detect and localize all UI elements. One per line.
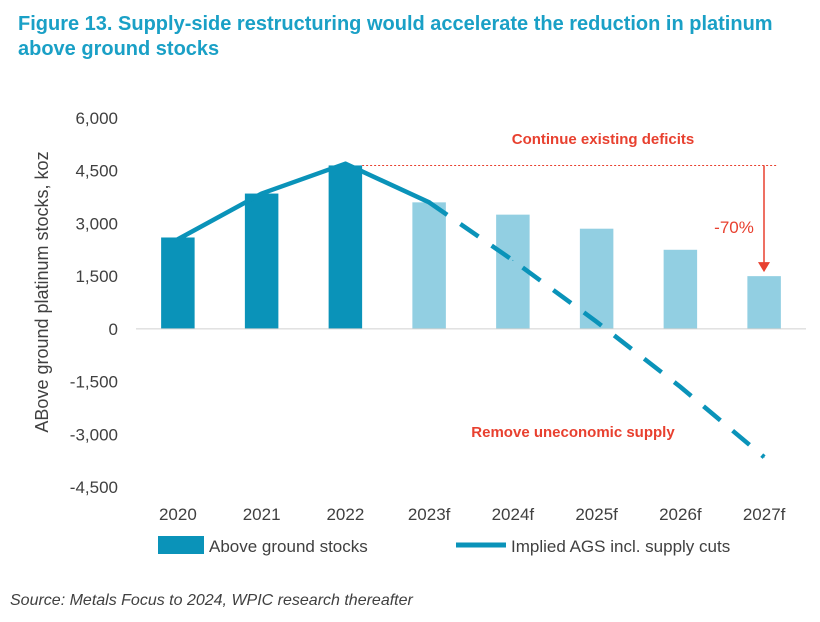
bar-2021: [244, 193, 279, 329]
y-tick-label: 4,500: [75, 162, 118, 181]
y-tick-label: 1,500: [75, 267, 118, 286]
y-tick-label: 0: [109, 320, 118, 339]
bar-2023f: [412, 202, 446, 329]
line-point-2022: [344, 163, 346, 165]
y-tick-label: -3,000: [70, 425, 118, 444]
line-point-2027f: [763, 456, 765, 458]
x-tick-label: 2022: [326, 505, 364, 524]
line-point-2020: [177, 238, 179, 240]
x-tick-label: 2023f: [408, 505, 451, 524]
y-axis-ticks: -4,500 -3,000 -1,500 0 1,500 3,000 4,500 6,000: [70, 109, 118, 497]
source-note: Source: Metals Focus to 2024, WPIC resea…: [10, 592, 413, 609]
bar-2026f: [663, 249, 698, 329]
legend-bar-label: Above ground stocks: [209, 537, 368, 556]
line-series: [175, 161, 766, 459]
line-solid-segment: [175, 161, 432, 242]
annotations: Continue existing deficits Remove unecono…: [362, 131, 778, 441]
legend: Above ground stocks Implied AGS incl. su…: [158, 536, 730, 556]
line-point-2026f: [679, 386, 681, 388]
legend-line-label: Implied AGS incl. supply cuts: [511, 537, 730, 556]
bar-2022: [328, 165, 363, 329]
x-tick-label: 2027f: [743, 505, 786, 524]
y-tick-label: -4,500: [70, 478, 118, 497]
annotation-percent: -70%: [714, 218, 754, 237]
x-axis-ticks: 2020 2021 2022 2023f 2024f 2025f 2026f 2027f: [159, 505, 786, 524]
chart-title: Figure 13. Supply-side restructuring wou…: [18, 13, 773, 60]
bars: [161, 165, 781, 329]
y-tick-label: 6,000: [75, 109, 118, 128]
bar-2020: [161, 237, 195, 329]
line-point-2024f: [512, 259, 514, 261]
line-point-2021: [261, 193, 263, 195]
x-tick-label: 2024f: [492, 505, 535, 524]
line-point-2023f: [428, 201, 430, 203]
y-tick-label: -1,500: [70, 373, 118, 392]
x-tick-label: 2025f: [575, 505, 618, 524]
annotation-deficits: Continue existing deficits: [512, 131, 695, 148]
reduction-arrow-head: [758, 262, 770, 273]
y-tick-label: 3,000: [75, 214, 118, 233]
legend-bar-swatch: [158, 536, 204, 554]
x-tick-label: 2020: [159, 505, 197, 524]
bar-2024f: [496, 214, 530, 329]
x-tick-label: 2026f: [659, 505, 702, 524]
y-axis-label: ABove ground platinum stocks, koz: [32, 151, 52, 432]
annotation-uneconomic: Remove uneconomic supply: [471, 424, 675, 441]
bar-2027f: [747, 276, 781, 329]
x-tick-label: 2021: [243, 505, 281, 524]
line-point-2025f: [596, 321, 598, 323]
